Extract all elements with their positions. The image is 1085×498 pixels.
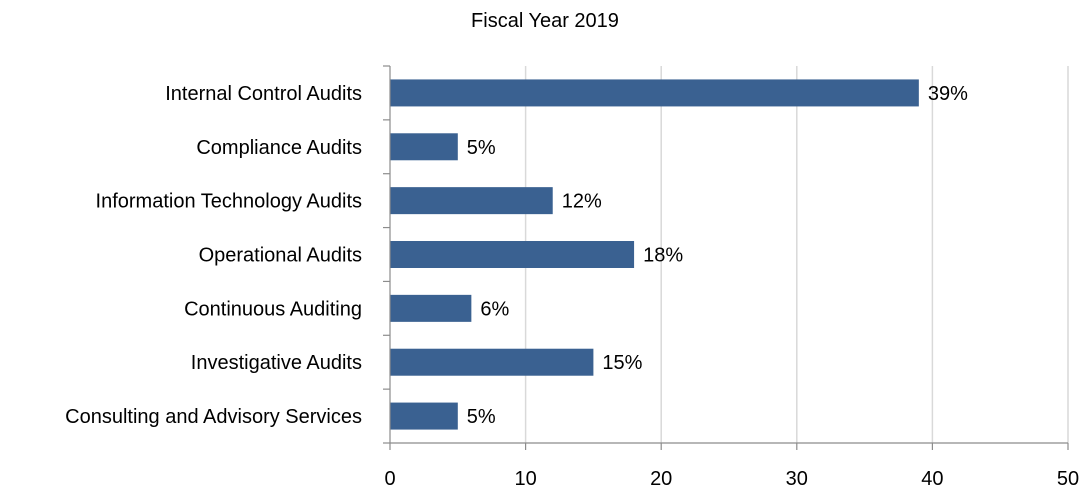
labels: 0 10 20 30 40 50 Internal Control Audits 39% Com… <box>65 83 1079 490</box>
category-label: Operational Audits <box>199 245 362 267</box>
category-label: Continuous Auditing <box>184 298 362 320</box>
category-label: Consulting and Advisory Services <box>65 406 362 428</box>
data-label: 39% <box>928 83 968 105</box>
x-tick-label: 0 <box>384 468 395 490</box>
x-tick-label: 20 <box>650 468 672 490</box>
category-label: Compliance Audits <box>196 137 362 159</box>
data-label: 5% <box>467 137 496 159</box>
data-label: 12% <box>562 191 602 213</box>
data-label: 6% <box>480 298 509 320</box>
category-label: Information Technology Audits <box>96 191 362 213</box>
x-tick-label: 50 <box>1057 468 1079 490</box>
x-tick-label: 30 <box>786 468 808 490</box>
bar <box>390 294 472 322</box>
category-label: Internal Control Audits <box>165 83 362 105</box>
bar <box>390 241 635 268</box>
data-label: 5% <box>467 406 496 428</box>
gridlines <box>524 66 1069 443</box>
bar <box>390 133 458 161</box>
x-tick-label: 40 <box>921 468 943 490</box>
bars <box>390 79 919 430</box>
data-label: 18% <box>643 245 683 267</box>
axes <box>383 65 1069 450</box>
data-label: 15% <box>602 352 642 374</box>
bar <box>390 348 594 376</box>
category-label: Investigative Audits <box>191 352 362 374</box>
bar <box>390 402 458 430</box>
chart-title: Fiscal Year 2019 <box>471 10 619 32</box>
bar <box>390 187 553 215</box>
bar <box>390 79 919 107</box>
x-tick-label: 10 <box>514 468 536 490</box>
